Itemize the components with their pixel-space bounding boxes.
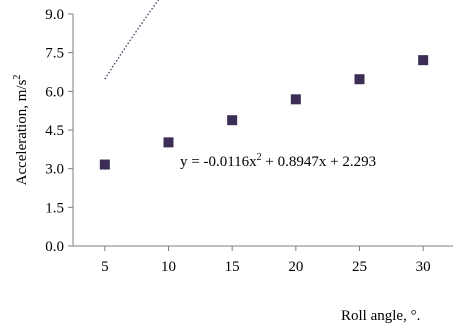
- y-tick-label: 9.0: [45, 7, 64, 23]
- data-points: [99, 55, 429, 170]
- data-point: [163, 137, 174, 148]
- trendline: [104, 0, 160, 80]
- y-tick-label: 3.0: [45, 162, 64, 178]
- equation-prefix: y = -0.0116x: [180, 154, 257, 170]
- y-axis-label-exponent: 2: [12, 75, 23, 80]
- equation-suffix: + 0.8947x + 2.293: [262, 154, 376, 170]
- data-point: [354, 74, 365, 85]
- y-tick-label: 0.0: [45, 239, 64, 255]
- x-axis-label: Roll angle, °.: [341, 308, 420, 324]
- x-tick-label: 30: [416, 259, 431, 275]
- y-axis-ticks: 0.0 1.5 3.0 4.5 6.0 7.5 9.0: [45, 7, 73, 255]
- x-tick-label: 20: [288, 259, 303, 275]
- trendline-equation: y = -0.0116x2 + 0.8947x + 2.293: [180, 152, 376, 170]
- y-tick-label: 7.5: [45, 46, 64, 62]
- plot-area: [72, 14, 453, 247]
- x-tick-label: 5: [101, 259, 109, 275]
- y-axis-label-main: Acceleration, m/s: [14, 79, 30, 185]
- y-tick-label: 4.5: [45, 123, 64, 139]
- data-point: [227, 115, 238, 126]
- data-point: [99, 159, 110, 170]
- x-tick-label: 10: [161, 259, 176, 275]
- equation-exponent: 2: [257, 152, 262, 163]
- y-tick-label: 6.0: [45, 84, 64, 100]
- y-axis-label: Acceleration, m/s2: [12, 75, 30, 186]
- y-tick-label: 1.5: [45, 200, 64, 216]
- x-axis-ticks: 5 10 15 20 25 30: [101, 246, 431, 275]
- x-tick-label: 15: [225, 259, 240, 275]
- data-point: [418, 55, 429, 66]
- data-point: [290, 94, 301, 105]
- x-tick-label: 25: [352, 259, 367, 275]
